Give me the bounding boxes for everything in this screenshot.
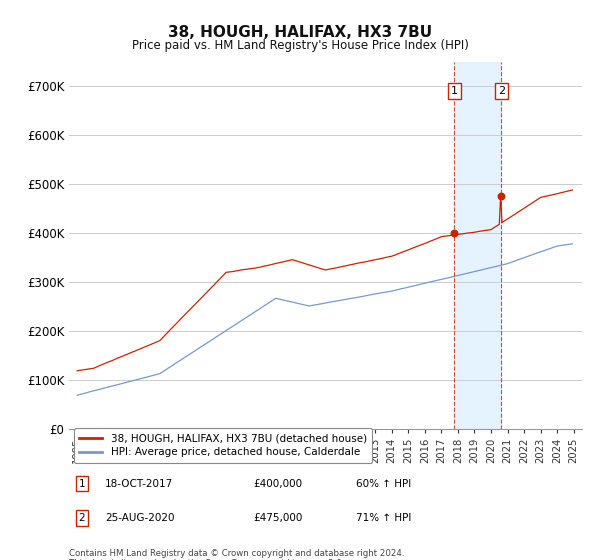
Text: 60% ↑ HPI: 60% ↑ HPI: [356, 479, 412, 488]
Legend: 38, HOUGH, HALIFAX, HX3 7BU (detached house), HPI: Average price, detached house: 38, HOUGH, HALIFAX, HX3 7BU (detached ho…: [74, 428, 372, 463]
Text: Contains HM Land Registry data © Crown copyright and database right 2024.
This d: Contains HM Land Registry data © Crown c…: [69, 549, 404, 560]
Text: 1: 1: [79, 479, 85, 488]
Text: 38, HOUGH, HALIFAX, HX3 7BU: 38, HOUGH, HALIFAX, HX3 7BU: [168, 25, 432, 40]
Text: £400,000: £400,000: [254, 479, 303, 488]
Text: 18-OCT-2017: 18-OCT-2017: [105, 479, 173, 488]
Text: 71% ↑ HPI: 71% ↑ HPI: [356, 513, 412, 523]
Text: Price paid vs. HM Land Registry's House Price Index (HPI): Price paid vs. HM Land Registry's House …: [131, 39, 469, 52]
Bar: [454, 62, 502, 428]
Point: [497, 192, 506, 200]
Point: [449, 228, 459, 237]
Text: £475,000: £475,000: [254, 513, 303, 523]
Text: 25-AUG-2020: 25-AUG-2020: [105, 513, 175, 523]
Text: 2: 2: [498, 86, 505, 96]
Text: 1: 1: [451, 86, 458, 96]
Text: 2: 2: [79, 513, 85, 523]
